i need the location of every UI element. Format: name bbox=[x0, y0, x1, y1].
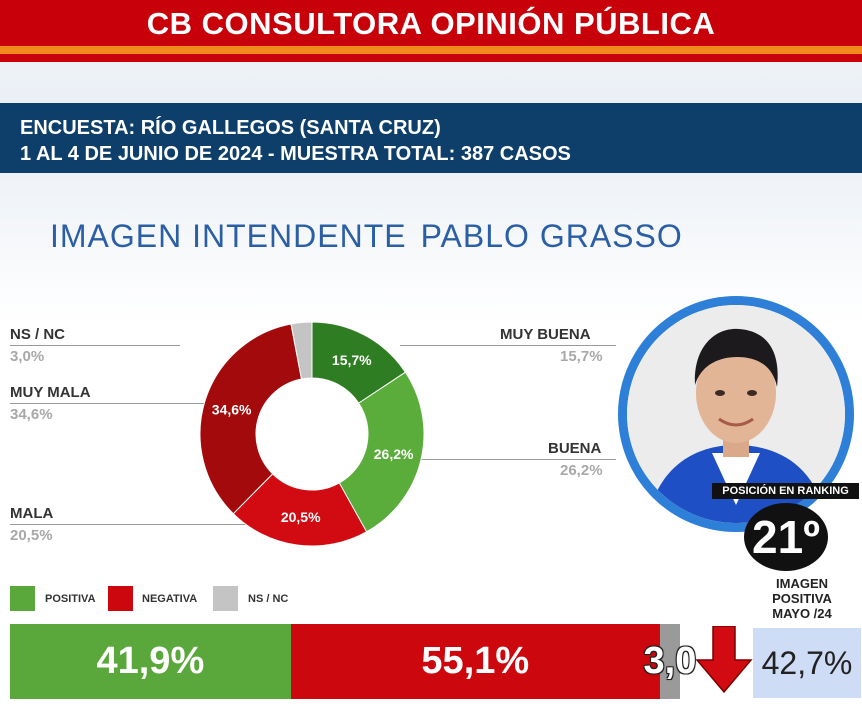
label-buena: BUENA bbox=[548, 440, 602, 457]
legend-swatch-negativa bbox=[108, 586, 133, 611]
donut-slice-buena bbox=[338, 371, 424, 533]
bar-label-ns-nc: 3,0 bbox=[643, 640, 697, 682]
subtitle-part-1: IMAGEN INTENDENTE bbox=[50, 218, 407, 254]
previous-label-line-2: POSITIVA bbox=[772, 591, 832, 606]
donut-value-label: 34,6% bbox=[212, 402, 252, 418]
survey-line-1: ENCUESTA: RÍO GALLEGOS (SANTA CRUZ) bbox=[20, 117, 441, 139]
subtitle-part-2: PABLO GRASSO bbox=[420, 218, 683, 254]
pct-ns-nc: 3,0% bbox=[10, 348, 45, 365]
donut-value-label: 26,2% bbox=[374, 446, 414, 462]
previous-value-box bbox=[753, 628, 861, 698]
pct-muy-mala: 34,6% bbox=[10, 406, 53, 423]
previous-label-line-3: MAYO /24 bbox=[772, 606, 832, 621]
bar-label-positiva: 41,9% bbox=[96, 640, 205, 682]
donut-value-label: 15,7% bbox=[332, 352, 372, 368]
previous-value: 42,7% bbox=[761, 645, 853, 681]
previous-label-line-1: IMAGEN bbox=[776, 576, 828, 591]
header-stripe-red bbox=[0, 54, 862, 62]
leader-buena bbox=[420, 459, 616, 460]
pct-muy-buena: 15,7% bbox=[560, 348, 603, 365]
leader-ns-nc-h bbox=[10, 345, 180, 346]
header-title: CB CONSULTORA OPINIÓN PÚBLICA bbox=[146, 6, 716, 41]
legend-label-negativa: NEGATIVA bbox=[142, 593, 198, 605]
survey-info-bar: ENCUESTA: RÍO GALLEGOS (SANTA CRUZ) 1 AL… bbox=[0, 103, 862, 173]
label-ns-nc: NS / NC bbox=[10, 326, 66, 343]
ranking-label: POSICIÓN EN RANKING bbox=[712, 483, 859, 499]
leader-mala bbox=[10, 524, 260, 525]
label-muy-buena: MUY BUENA bbox=[500, 326, 591, 343]
legend-label-ns-nc: NS / NC bbox=[248, 593, 289, 605]
header-stripe-orange bbox=[0, 46, 862, 54]
arrow-down-icon bbox=[695, 626, 753, 694]
legend-swatch-ns-nc bbox=[213, 586, 238, 611]
ranking-badge bbox=[744, 503, 828, 571]
leader-muy-buena bbox=[400, 345, 616, 346]
survey-line-2: 1 AL 4 DE JUNIO DE 2024 - MUESTRA TOTAL:… bbox=[20, 143, 571, 165]
bar-segment-ns-nc bbox=[659, 624, 680, 699]
bar-label-negativa: 55,1% bbox=[421, 640, 530, 682]
donut-value-label: 20,5% bbox=[281, 509, 321, 525]
pct-buena: 26,2% bbox=[560, 462, 603, 479]
donut-chart: 15,7% 26,2% 20,5% 34,6% bbox=[200, 322, 424, 546]
donut-slice-muy-mala bbox=[200, 323, 303, 515]
ranking-value: 21º bbox=[752, 511, 820, 563]
previous-image-label: IMAGEN POSITIVA MAYO /24 bbox=[760, 576, 844, 621]
pct-mala: 20,5% bbox=[10, 527, 53, 544]
header-bar: CB CONSULTORA OPINIÓN PÚBLICA bbox=[0, 0, 862, 46]
label-muy-mala: MUY MALA bbox=[10, 384, 91, 401]
label-mala: MALA bbox=[10, 505, 54, 522]
bar-segment-positiva bbox=[10, 624, 291, 699]
bar-segment-negativa bbox=[290, 624, 660, 699]
legend-label-positiva: POSITIVA bbox=[45, 593, 96, 605]
donut-slice-ns-nc bbox=[290, 322, 313, 380]
leader-muy-mala bbox=[10, 403, 215, 404]
donut-slice-mala bbox=[232, 473, 368, 546]
legend-swatch-positiva bbox=[10, 586, 35, 611]
chart-subtitle: IMAGEN INTENDENTE PABLO GRASSO bbox=[50, 218, 697, 255]
